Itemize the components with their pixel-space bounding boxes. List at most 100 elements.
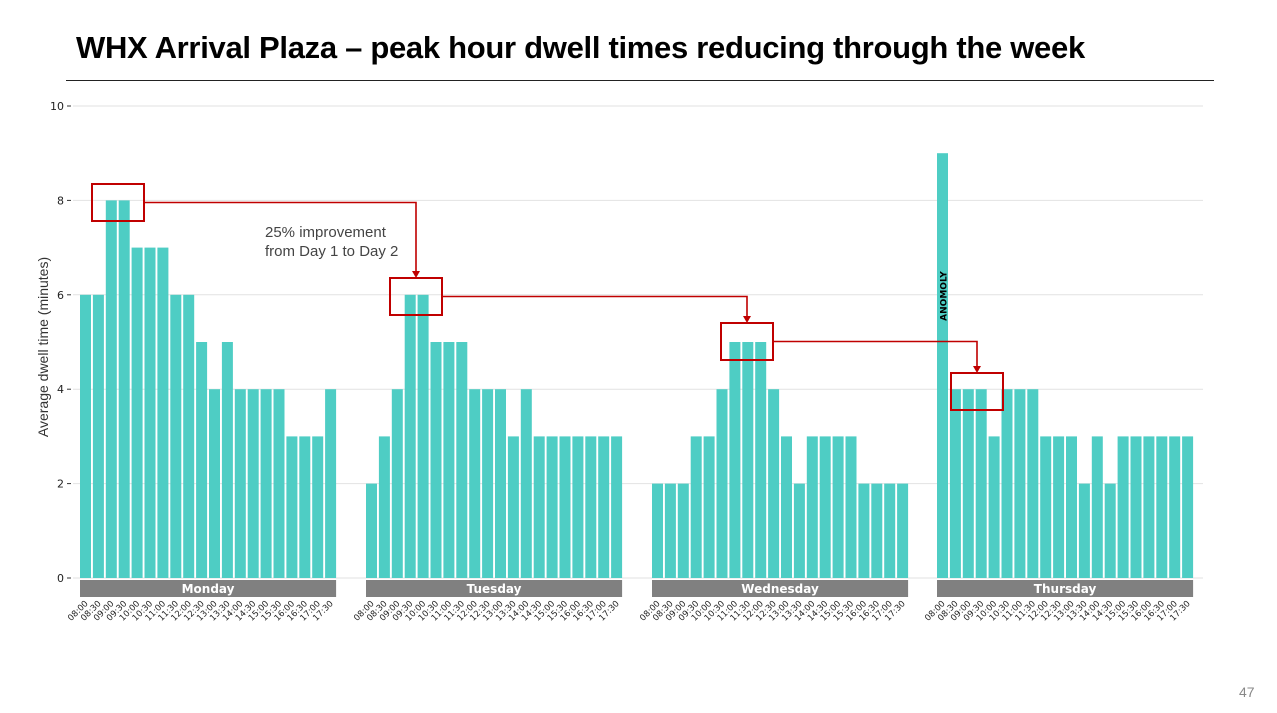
bar-monday-12:00	[183, 294, 195, 578]
day-label: Monday	[182, 582, 235, 596]
bar-monday-17:30	[325, 389, 337, 578]
day-label: Wednesday	[741, 582, 819, 596]
bar-thursday-08:30	[949, 389, 961, 578]
bar-tuesday-13:00	[495, 389, 506, 578]
bar-thursday-12:00	[1040, 436, 1052, 578]
bar-tuesday-16:30	[585, 436, 597, 578]
highlight-box	[91, 183, 145, 222]
bar-tuesday-15:30	[559, 436, 571, 578]
bar-tuesday-15:00	[546, 436, 558, 578]
bar-tuesday-12:30	[482, 389, 494, 578]
bar-thursday-17:30	[1182, 436, 1194, 578]
bar-thursday-17:00	[1169, 436, 1181, 578]
bar-monday-13:30	[221, 342, 233, 578]
bar-thursday-09:00	[962, 389, 974, 578]
bar-monday-14:30	[247, 389, 259, 578]
bar-monday-10:30	[144, 247, 156, 578]
bar-thursday-15:00	[1117, 436, 1129, 578]
bar-wednesday-11:00	[729, 342, 741, 578]
bar-wednesday-08:30	[664, 483, 676, 578]
y-tick-label: 10	[50, 100, 64, 113]
bar-monday-17:00	[312, 436, 324, 578]
bar-monday-15:30	[273, 389, 285, 578]
bar-wednesday-08:00	[652, 483, 663, 578]
day-band-thursday	[937, 580, 1194, 597]
anomaly-label: ANOMOLY	[940, 271, 950, 321]
bar-wednesday-13:30	[793, 483, 805, 578]
bar-thursday-13:30	[1078, 483, 1090, 578]
arrowhead-icon	[412, 271, 420, 278]
bar-wednesday-16:00	[858, 483, 870, 578]
bar-wednesday-13:00	[781, 436, 792, 578]
bar-thursday-13:00	[1066, 436, 1077, 578]
y-axis-label: Average dwell time (minutes)	[35, 257, 51, 437]
bar-tuesday-09:00	[391, 389, 403, 578]
bar-thursday-12:30	[1053, 436, 1065, 578]
connector-line	[144, 201, 417, 272]
day-label: Tuesday	[467, 582, 522, 596]
bar-tuesday-12:00	[469, 389, 481, 578]
bar-monday-13:00	[209, 389, 220, 578]
y-tick-label: 6	[57, 289, 64, 302]
bar-tuesday-16:00	[572, 436, 584, 578]
bar-thursday-09:30	[975, 389, 987, 578]
arrowhead-icon	[743, 316, 751, 323]
page-number: 47	[1239, 684, 1255, 700]
day-label: Thursday	[1034, 582, 1097, 596]
bar-tuesday-10:30	[430, 342, 442, 578]
bar-tuesday-17:00	[598, 436, 610, 578]
page-title: WHX Arrival Plaza – peak hour dwell time…	[76, 30, 1085, 65]
connector-line	[773, 340, 978, 367]
bar-monday-08:00	[80, 294, 91, 578]
y-tick-label: 0	[57, 572, 64, 585]
bar-monday-16:00	[286, 436, 298, 578]
day-band-wednesday	[652, 580, 909, 597]
bar-wednesday-10:30	[716, 389, 728, 578]
bar-wednesday-17:30	[897, 483, 909, 578]
bar-tuesday-17:30	[611, 436, 623, 578]
bar-monday-14:00	[234, 389, 246, 578]
highlight-box	[389, 277, 443, 316]
day-band-tuesday	[366, 580, 623, 597]
bar-tuesday-10:00	[417, 294, 429, 578]
bar-monday-12:30	[196, 342, 208, 578]
bar-tuesday-08:00	[366, 483, 377, 578]
bar-thursday-16:30	[1156, 436, 1168, 578]
bar-thursday-11:00	[1014, 389, 1026, 578]
bar-tuesday-13:30	[507, 436, 519, 578]
bar-thursday-11:30	[1027, 389, 1039, 578]
bar-tuesday-11:30	[456, 342, 468, 578]
bar-wednesday-12:00	[755, 342, 767, 578]
y-tick-label: 4	[57, 383, 64, 396]
day-band-monday	[80, 580, 337, 597]
bar-monday-10:00	[131, 247, 143, 578]
bar-monday-15:00	[260, 389, 272, 578]
arrowhead-icon	[973, 366, 981, 373]
bar-thursday-15:30	[1130, 436, 1142, 578]
bar-tuesday-09:30	[404, 294, 416, 578]
y-tick-label: 8	[57, 194, 64, 207]
bar-monday-09:30	[118, 200, 130, 578]
bar-monday-09:00	[105, 200, 117, 578]
bar-wednesday-09:00	[677, 483, 689, 578]
bar-thursday-10:00	[988, 436, 1000, 578]
connector-line	[442, 295, 748, 317]
bar-tuesday-14:30	[533, 436, 545, 578]
bar-wednesday-09:30	[690, 436, 702, 578]
bar-monday-08:30	[92, 294, 104, 578]
bar-wednesday-16:30	[871, 483, 883, 578]
title-divider	[66, 80, 1214, 81]
bar-thursday-08:00	[937, 153, 948, 578]
bar-thursday-14:00	[1091, 436, 1103, 578]
bar-monday-11:30	[170, 294, 182, 578]
bar-thursday-16:00	[1143, 436, 1155, 578]
bar-tuesday-11:00	[443, 342, 455, 578]
bar-wednesday-11:30	[742, 342, 754, 578]
improvement-annotation: 25% improvement	[265, 224, 387, 241]
bar-wednesday-10:00	[703, 436, 715, 578]
bar-monday-11:00	[157, 247, 169, 578]
bar-wednesday-14:00	[806, 436, 818, 578]
bar-wednesday-15:00	[832, 436, 844, 578]
bar-tuesday-14:00	[520, 389, 532, 578]
